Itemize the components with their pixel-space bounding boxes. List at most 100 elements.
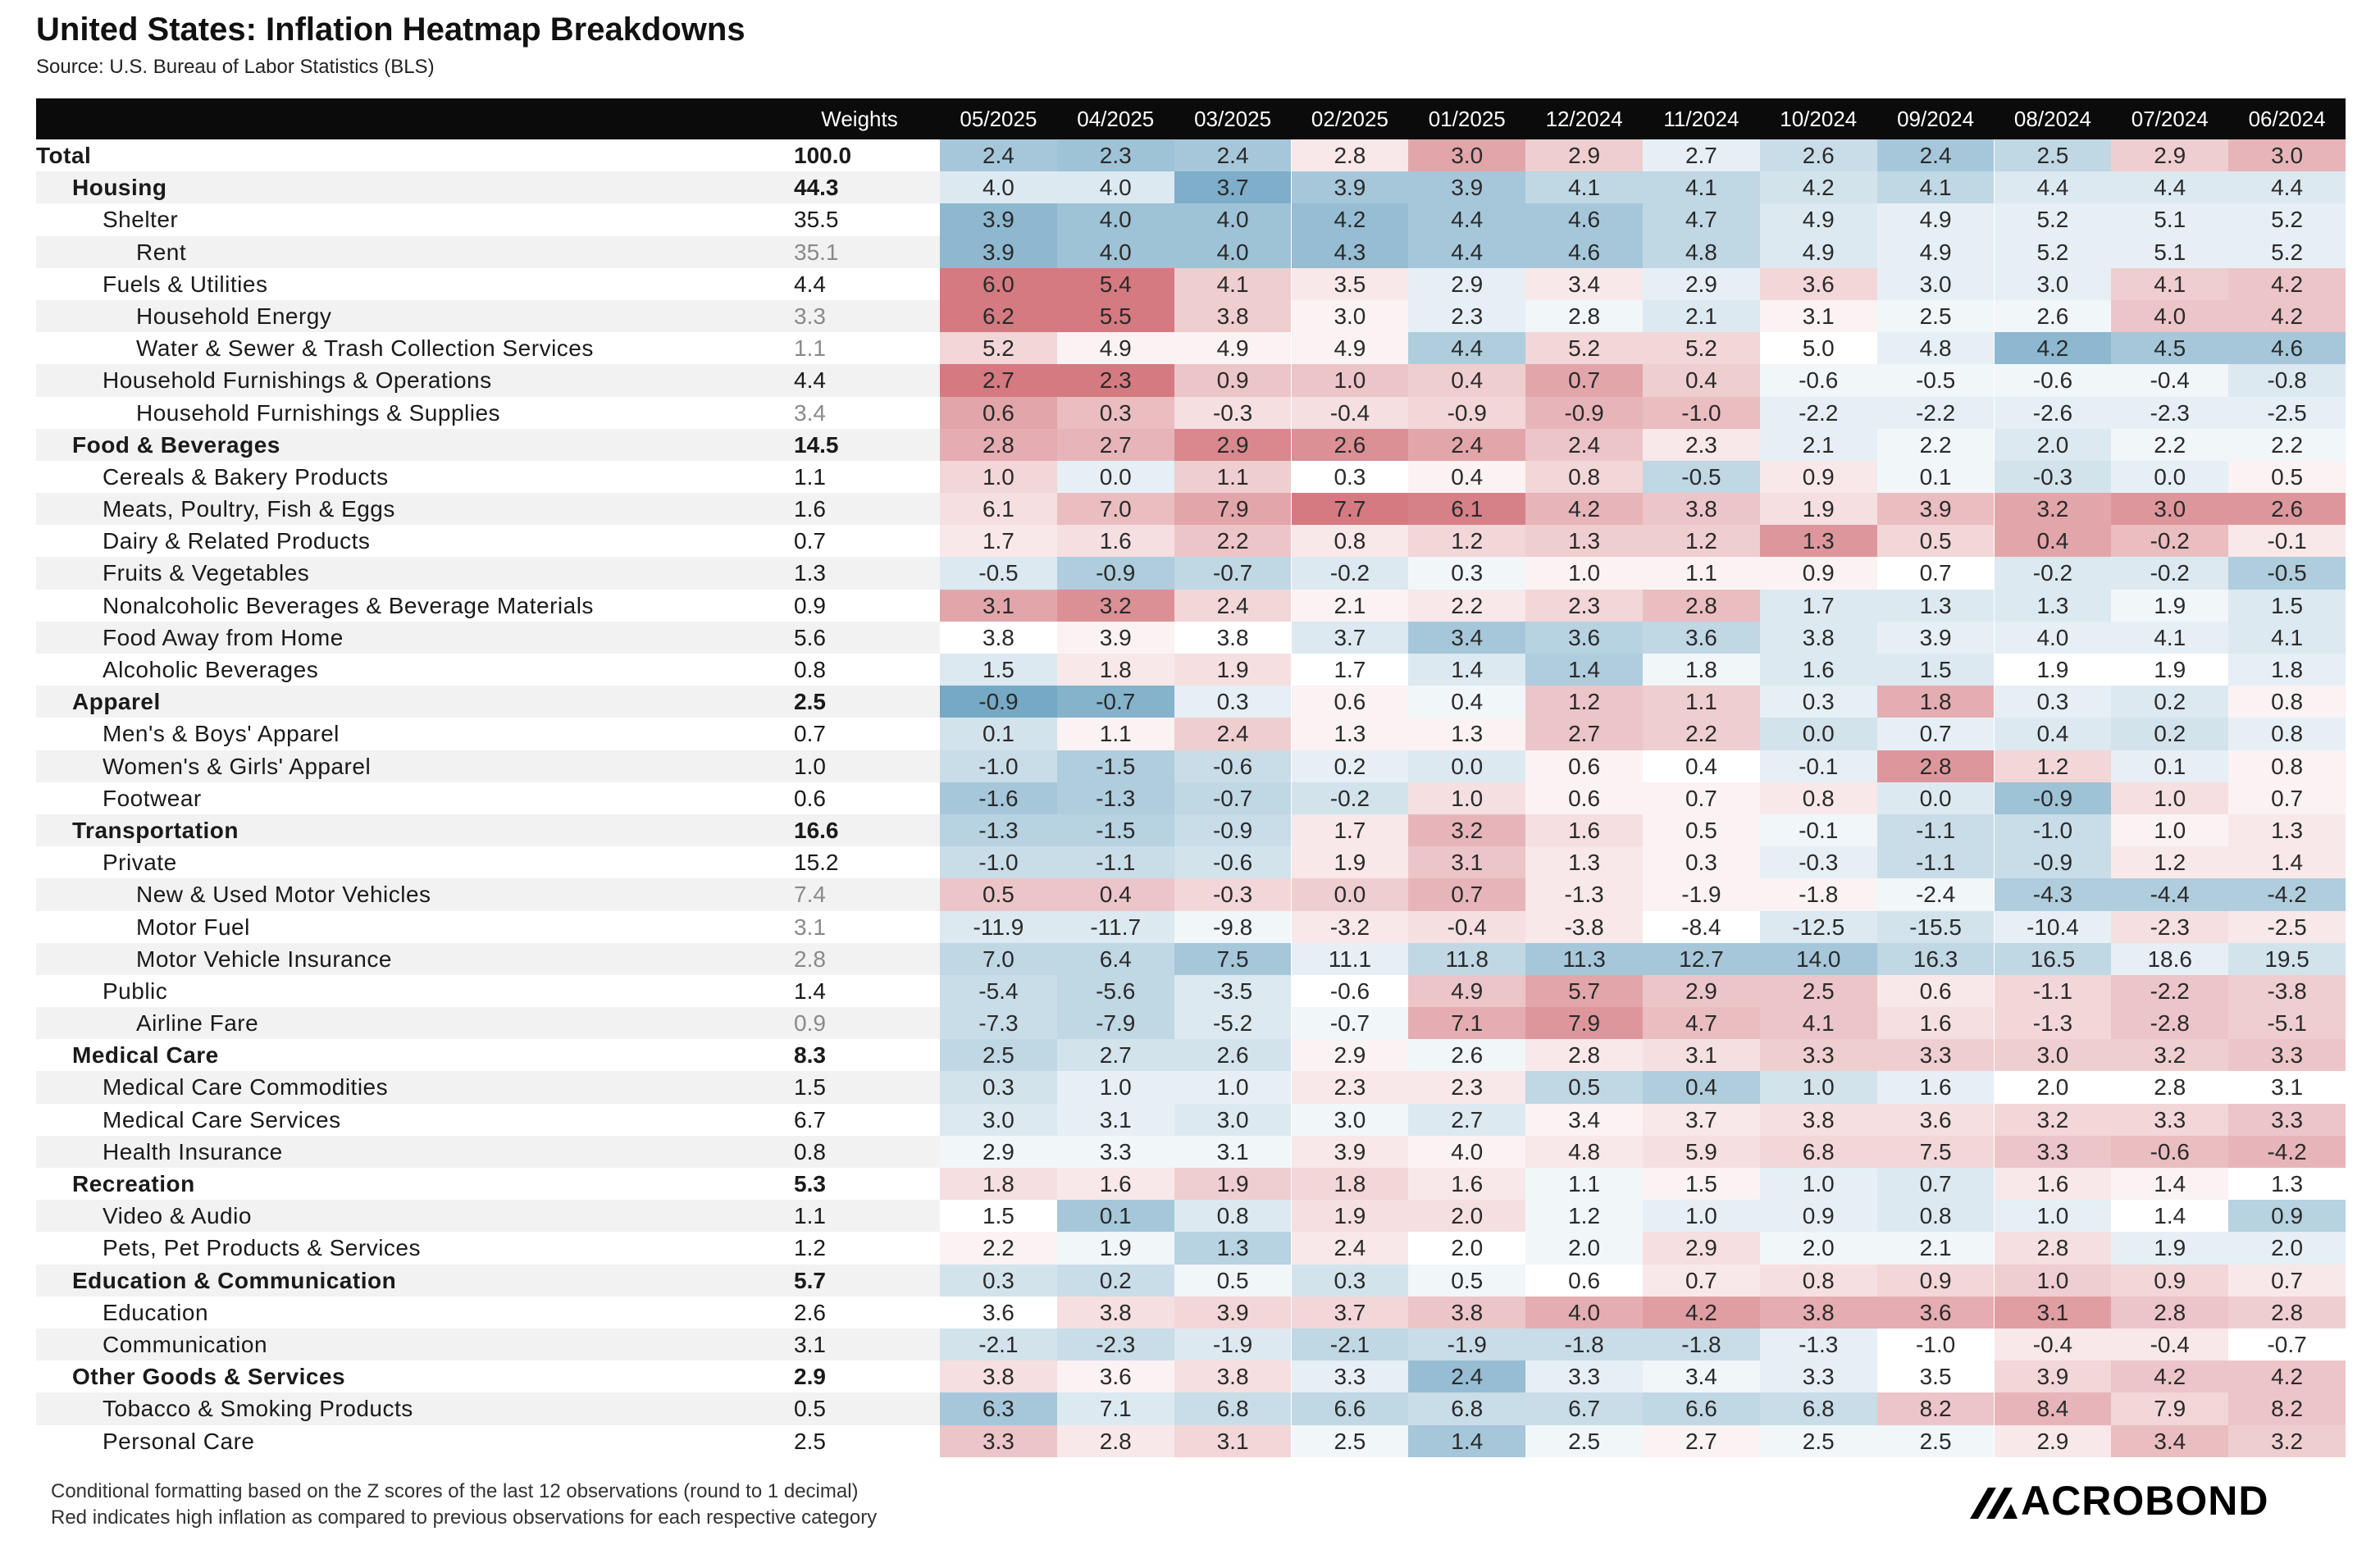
heatmap-cell: 1.3 <box>2228 1168 2346 1201</box>
heatmap-cell: 4.0 <box>1056 171 1174 204</box>
table-row: Household Energy 3.3 6.2 5.5 3.8 3.0 2.3 2.8 2.1… <box>36 299 2346 333</box>
heatmap-cell: 0.6 <box>1525 782 1643 814</box>
heatmap-cell: 3.6 <box>1876 1103 1995 1136</box>
column-header: 11/2024 <box>1663 107 1739 131</box>
heatmap-cell: -7.3 <box>940 1007 1057 1040</box>
heatmap-cell: 2.2 <box>1876 428 1995 461</box>
heatmap-cell: 3.7 <box>1643 1103 1760 1136</box>
heatmap-cell: -1.3 <box>1056 782 1174 814</box>
table-row: Education & Communication 5.7 0.3 0.2 0.5 0.3… <box>36 1264 2346 1297</box>
heatmap-cell: 0.4 <box>1643 750 1760 782</box>
heatmap-cell: 4.4 <box>1408 203 1526 236</box>
heatmap-cell: 2.4 <box>1525 428 1643 461</box>
row-label: Women's & Girls' Apparel <box>36 750 846 782</box>
table-row: Alcoholic Beverages 0.8 1.5 1.8 1.9 1.7 1.4 1.4… <box>36 654 2346 686</box>
heatmap-cell: 1.6 <box>1056 1168 1174 1201</box>
row-weight: 4.4 <box>794 271 826 297</box>
heatmap-cell: -3.8 <box>2228 974 2346 1008</box>
heatmap-cell: 6.8 <box>1759 1392 1877 1425</box>
table-row: Fuels & Utilities 4.4 6.0 5.4 4.1 3.5 2.9 3.4 2.… <box>36 267 2346 300</box>
heatmap-cell: 4.9 <box>1174 332 1292 365</box>
heatmap-cell: 0.2 <box>2111 686 2229 718</box>
table-row: Public 1.4 -5.4 -5.6 -3.5 -0.6 4.9 5.7 2.9 2.5 0.6… <box>36 974 2346 1008</box>
heatmap-cell: 0.7 <box>1408 878 1526 911</box>
heatmap-cell: 1.4 <box>1408 1424 1526 1457</box>
heatmap-cell: 3.1 <box>1174 1135 1292 1168</box>
heatmap-cell: 0.6 <box>940 396 1057 429</box>
heatmap-cell: 2.8 <box>2228 1296 2346 1329</box>
heatmap-cell: -9.8 <box>1174 910 1292 943</box>
heatmap-cell: 0.3 <box>1643 846 1760 879</box>
heatmap-cell: 3.7 <box>1291 1296 1409 1329</box>
heatmap-cell: 0.0 <box>1876 782 1995 814</box>
heatmap-cell: 3.0 <box>1408 139 1526 172</box>
heatmap-cell: 3.9 <box>1291 171 1409 204</box>
heatmap-cell: 1.4 <box>1525 654 1643 686</box>
heatmap-cell: -2.1 <box>940 1328 1057 1361</box>
heatmap-cell: 1.9 <box>2111 1232 2229 1265</box>
row-weight: 2.5 <box>779 686 940 718</box>
heatmap-cell: -1.8 <box>1643 1328 1760 1361</box>
heatmap-cell: 5.2 <box>2228 203 2346 236</box>
heatmap-cell: 0.9 <box>2228 1200 2346 1233</box>
heatmap-cell: 2.9 <box>1994 1424 2112 1457</box>
heatmap-cell: 7.5 <box>1876 1135 1995 1168</box>
row-label: Medical Care Commodities <box>36 1071 846 1104</box>
table-row: Transportation 16.6 -1.3 -1.5 -0.9 1.7 3.2 1.6 0… <box>36 814 2346 847</box>
heatmap-cell: 5.2 <box>1994 203 2112 236</box>
row-label: Pets, Pet Products & Services <box>103 1235 421 1261</box>
heatmap-cell: 3.8 <box>1759 621 1877 654</box>
heatmap-cell: 1.4 <box>2111 1200 2229 1233</box>
heatmap-cell: 0.1 <box>2111 750 2229 782</box>
row-weight: 2.5 <box>794 1428 826 1454</box>
row-label: Men's & Boys' Apparel <box>103 721 340 747</box>
heatmap-cell: 4.0 <box>1056 203 1174 236</box>
heatmap-cell: 4.8 <box>1643 235 1760 268</box>
heatmap-cell: 0.7 <box>1876 1168 1995 1201</box>
heatmap-cell: -0.5 <box>1876 364 1995 397</box>
heatmap-cell: 2.8 <box>1525 299 1643 333</box>
heatmap-cell: 0.3 <box>1408 557 1526 590</box>
heatmap-cell: 4.4 <box>1408 332 1526 365</box>
heatmap-cell: 4.1 <box>1643 171 1760 204</box>
heatmap-cell: -0.5 <box>940 557 1057 590</box>
heatmap-cell: 7.9 <box>1525 1007 1643 1040</box>
heatmap-cell: 2.0 <box>1525 1232 1643 1265</box>
heatmap-cell: 3.4 <box>1525 1103 1643 1136</box>
heatmap-cell: 2.0 <box>2228 1232 2346 1265</box>
column-header: 02/2025 <box>1311 107 1388 131</box>
heatmap-cell: 4.2 <box>2228 299 2346 333</box>
heatmap-cell: -1.0 <box>940 750 1057 782</box>
heatmap-cell: 2.3 <box>1056 364 1174 397</box>
heatmap-cell: 0.0 <box>1056 460 1174 494</box>
heatmap-cell: -1.0 <box>940 846 1057 879</box>
heatmap-cell: 6.3 <box>940 1392 1057 1425</box>
heatmap-cell: 1.6 <box>1408 1168 1526 1201</box>
heatmap-cell: 1.2 <box>2111 846 2229 879</box>
table-row: Meats, Poultry, Fish & Eggs 1.6 6.1 7.0 7.9 7… <box>36 493 2346 526</box>
heatmap-cell: 2.8 <box>2111 1296 2229 1329</box>
heatmap-cell: 3.2 <box>2228 1424 2346 1457</box>
heatmap-cell: 1.3 <box>1994 589 2112 622</box>
row-weight: 8.3 <box>794 1042 826 1069</box>
row-label: Video & Audio <box>36 1200 846 1233</box>
row-label: Household Energy <box>36 299 879 333</box>
heatmap-cell: 7.0 <box>940 942 1057 975</box>
heatmap-cell: 1.9 <box>1994 654 2112 686</box>
row-weight: 0.9 <box>779 1007 940 1040</box>
heatmap-cell: 0.8 <box>1525 460 1643 494</box>
heatmap-cell: 4.4 <box>2228 171 2346 204</box>
heatmap-cell: 3.5 <box>1876 1360 1995 1393</box>
heatmap-cell: -0.4 <box>1994 1328 2112 1361</box>
heatmap-cell: 4.6 <box>1525 235 1643 268</box>
heatmap-cell: 3.0 <box>2111 493 2229 526</box>
heatmap-cell: 2.5 <box>1994 139 2112 172</box>
heatmap-cell: 2.7 <box>1643 1424 1760 1457</box>
heatmap-cell: -1.1 <box>1876 846 1995 879</box>
heatmap-cell: 2.6 <box>1174 1039 1292 1072</box>
table-row: Video & Audio 1.1 1.5 0.1 0.8 1.9 2.0 1.2 1.0 0.9… <box>36 1200 2346 1233</box>
heatmap-cell: 1.7 <box>940 525 1057 558</box>
heatmap-cell: -0.9 <box>940 686 1057 718</box>
heatmap-cell: 1.8 <box>1056 654 1174 686</box>
table-row: New & Used Motor Vehicles 7.4 0.5 0.4 -0.3 0.… <box>36 878 2346 911</box>
